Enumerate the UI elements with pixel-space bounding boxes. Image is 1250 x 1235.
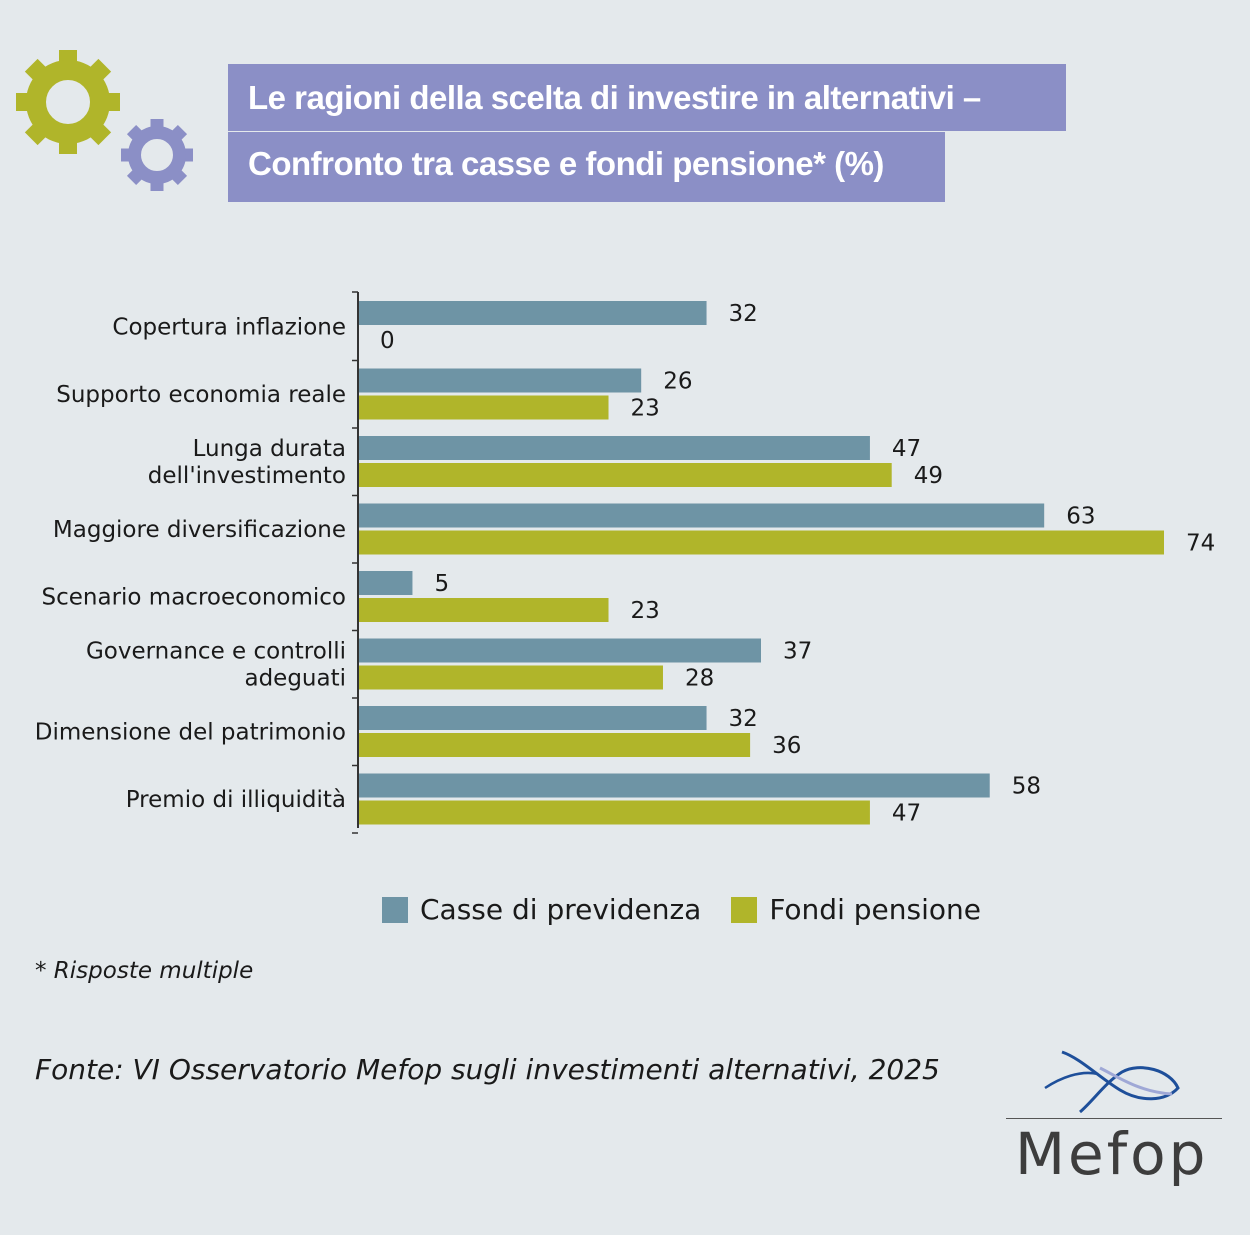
bar-casse-5	[358, 638, 761, 663]
value-label-fondi-4: 23	[631, 598, 660, 624]
value-label-casse-4: 5	[434, 571, 449, 597]
value-label-casse-3: 63	[1066, 504, 1095, 530]
value-label-fondi-6: 36	[772, 733, 801, 759]
title-line-2: Confronto tra casse e fondi pensione* (%…	[228, 132, 945, 202]
legend-swatch-casse	[382, 896, 408, 923]
bar-fondi-2	[358, 463, 892, 487]
value-label-casse-7: 58	[1012, 774, 1041, 800]
value-label-casse-2: 47	[892, 436, 921, 462]
value-label-fondi-5: 28	[685, 666, 714, 692]
legend: Casse di previdenza Fondi pensione	[382, 893, 1011, 926]
category-label-2: dell'investimento	[148, 463, 346, 489]
value-label-casse-5: 37	[783, 639, 812, 665]
category-label-4: Scenario macroeconomico	[42, 585, 347, 611]
value-label-fondi-3: 74	[1186, 531, 1215, 557]
bar-fondi-3	[358, 530, 1164, 555]
value-label-fondi-0: 0	[380, 328, 395, 354]
bar-fondi-6	[358, 733, 751, 757]
legend-item-fondi: Fondi pensione	[731, 893, 981, 926]
category-label-3: Maggiore diversificazione	[53, 517, 346, 543]
legend-item-casse: Casse di previdenza	[382, 893, 701, 926]
category-label-7: Premio di illiquidità	[126, 787, 346, 813]
bar-casse-4	[358, 571, 413, 595]
bar-casse-6	[358, 706, 707, 730]
bar-fondi-1	[358, 395, 609, 420]
mefop-logo-icon	[1044, 1050, 1180, 1114]
category-label-2: Lunga durata	[193, 436, 346, 462]
legend-swatch-fondi	[731, 896, 758, 923]
bar-fondi-5	[358, 665, 663, 690]
value-label-fondi-1: 23	[631, 396, 660, 422]
logo-text: Mefop	[1015, 1120, 1209, 1188]
value-label-casse-0: 32	[729, 301, 758, 327]
large-gear-icon	[16, 50, 120, 154]
bar-fondi-4	[358, 598, 609, 622]
title-line-1: Le ragioni della scelta di investire in …	[228, 64, 1066, 131]
legend-label-fondi: Fondi pensione	[769, 893, 981, 926]
bar-fondi-7	[358, 800, 870, 825]
bar-casse-0	[358, 301, 707, 325]
value-label-fondi-7: 47	[892, 801, 921, 827]
category-label-5: Governance e controlli	[86, 639, 346, 665]
bar-casse-7	[358, 773, 990, 798]
value-label-casse-1: 26	[663, 369, 692, 395]
small-gear-icon	[121, 119, 193, 191]
footnote: * Risposte multiple	[35, 958, 254, 984]
bar-casse-1	[358, 368, 642, 393]
bar-casse-3	[358, 503, 1045, 528]
category-label-6: Dimensione del patrimonio	[35, 720, 346, 746]
category-label-5: adeguati	[244, 666, 346, 692]
source-note: Fonte: VI Osservatorio Mefop sugli inves…	[35, 1053, 940, 1086]
value-label-casse-6: 32	[729, 706, 758, 732]
legend-label-casse: Casse di previdenza	[420, 893, 702, 926]
logo-divider	[1006, 1118, 1222, 1119]
category-label-0: Copertura inflazione	[112, 315, 346, 341]
value-label-fondi-2: 49	[914, 463, 943, 489]
category-label-1: Supporto economia reale	[56, 382, 346, 408]
gears-icon	[16, 50, 193, 191]
bar-casse-2	[358, 436, 870, 460]
